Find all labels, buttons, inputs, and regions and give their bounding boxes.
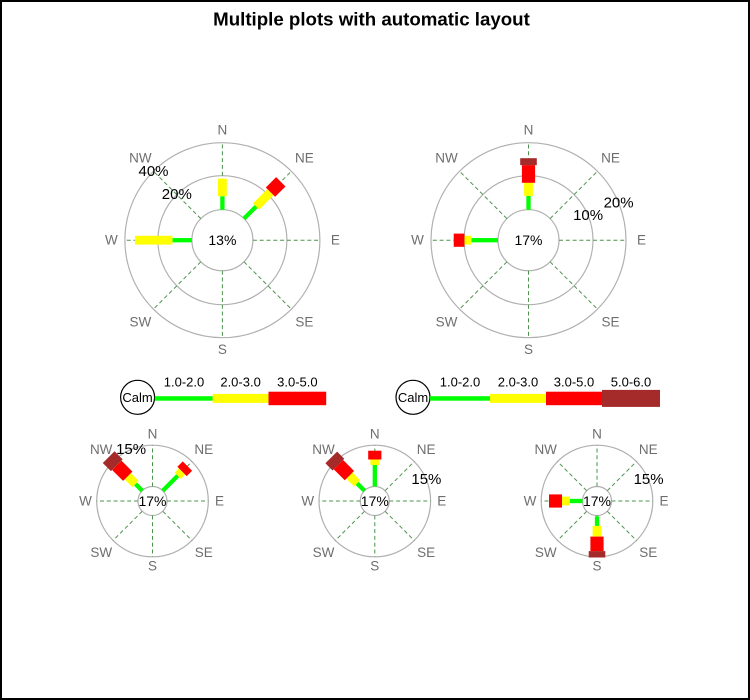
svg-text:E: E	[215, 494, 224, 509]
svg-text:NW: NW	[534, 442, 557, 457]
svg-text:3.0-5.0: 3.0-5.0	[554, 375, 594, 390]
svg-text:Calm: Calm	[122, 390, 152, 405]
svg-text:NW: NW	[129, 151, 152, 166]
svg-text:S: S	[370, 559, 379, 574]
svg-text:20%: 20%	[604, 194, 634, 211]
svg-text:NE: NE	[417, 442, 436, 457]
svg-text:E: E	[659, 494, 668, 509]
svg-text:N: N	[524, 123, 534, 138]
svg-text:W: W	[79, 494, 92, 509]
svg-text:NE: NE	[194, 442, 213, 457]
svg-text:SW: SW	[90, 545, 112, 560]
svg-text:15%: 15%	[634, 471, 664, 488]
svg-text:17%: 17%	[583, 493, 611, 509]
svg-text:2.0-3.0: 2.0-3.0	[220, 375, 260, 390]
svg-text:20%: 20%	[162, 186, 192, 203]
svg-text:1.0-2.0: 1.0-2.0	[164, 375, 204, 390]
svg-text:NW: NW	[90, 442, 113, 457]
svg-text:S: S	[524, 342, 533, 357]
svg-text:S: S	[592, 559, 601, 574]
svg-text:N: N	[370, 427, 380, 442]
svg-text:3.0-5.0: 3.0-5.0	[277, 375, 317, 390]
svg-text:SE: SE	[639, 545, 657, 560]
svg-text:40%: 40%	[138, 163, 168, 180]
svg-text:17%: 17%	[514, 232, 542, 248]
svg-text:13%: 13%	[208, 232, 236, 248]
svg-text:W: W	[524, 494, 537, 509]
svg-text:S: S	[148, 559, 157, 574]
svg-text:15%: 15%	[411, 471, 441, 488]
svg-text:N: N	[218, 123, 228, 138]
svg-text:NW: NW	[312, 442, 335, 457]
svg-text:5.0-6.0: 5.0-6.0	[611, 375, 651, 390]
svg-text:17%: 17%	[361, 493, 389, 509]
svg-text:SE: SE	[417, 545, 435, 560]
svg-text:SW: SW	[436, 315, 458, 330]
svg-text:N: N	[148, 427, 158, 442]
svg-text:NE: NE	[601, 151, 620, 166]
svg-text:SW: SW	[535, 545, 557, 560]
svg-text:W: W	[301, 494, 314, 509]
svg-text:SE: SE	[601, 315, 619, 330]
svg-text:2.0-3.0: 2.0-3.0	[498, 375, 538, 390]
svg-text:15%: 15%	[116, 441, 146, 458]
svg-text:SE: SE	[195, 545, 213, 560]
svg-text:N: N	[592, 427, 602, 442]
svg-text:1.0-2.0: 1.0-2.0	[440, 375, 480, 390]
svg-text:Multiple plots with automatic: Multiple plots with automatic layout	[213, 9, 530, 30]
svg-text:W: W	[105, 233, 118, 248]
svg-text:10%: 10%	[573, 207, 603, 224]
svg-text:NW: NW	[435, 151, 458, 166]
svg-text:E: E	[437, 494, 446, 509]
svg-text:S: S	[218, 342, 227, 357]
svg-text:17%: 17%	[138, 493, 166, 509]
svg-text:Calm: Calm	[398, 390, 428, 405]
svg-text:NE: NE	[639, 442, 658, 457]
svg-text:SE: SE	[295, 315, 313, 330]
svg-text:NE: NE	[295, 151, 314, 166]
svg-text:W: W	[411, 233, 424, 248]
svg-text:E: E	[637, 233, 646, 248]
svg-text:E: E	[331, 233, 340, 248]
svg-text:SW: SW	[313, 545, 335, 560]
svg-text:SW: SW	[130, 315, 152, 330]
